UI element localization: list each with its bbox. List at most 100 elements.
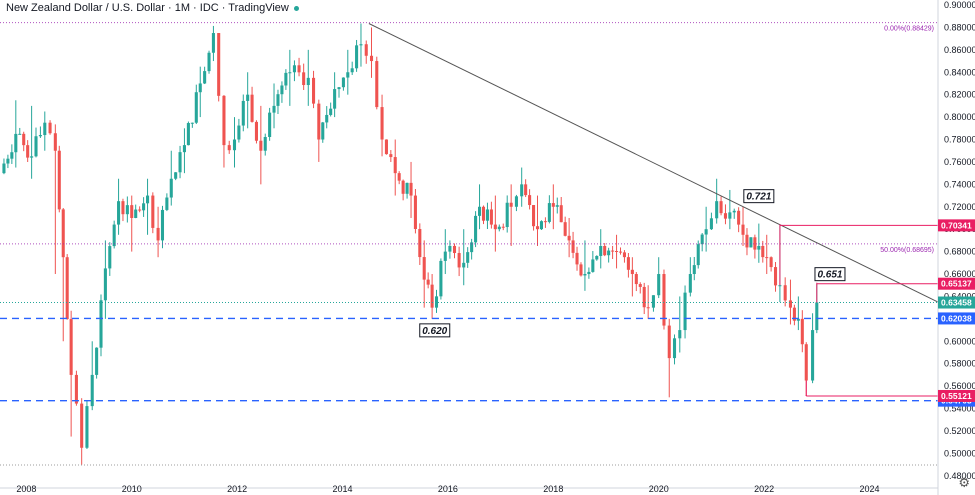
candle-body[interactable] — [10, 152, 14, 159]
candle-body[interactable] — [563, 222, 567, 236]
candle-body[interactable] — [306, 77, 310, 86]
candle-body[interactable] — [364, 44, 368, 56]
candle-body[interactable] — [74, 374, 78, 404]
candle-body[interactable] — [146, 195, 150, 204]
candle-body[interactable] — [18, 133, 22, 135]
candle-body[interactable] — [43, 122, 47, 136]
candle-body[interactable] — [575, 252, 579, 265]
candle-body[interactable] — [380, 107, 384, 140]
candle-body[interactable] — [579, 264, 583, 276]
candle-body[interactable] — [160, 209, 165, 241]
candle-body[interactable] — [603, 246, 607, 256]
candle-body[interactable] — [800, 318, 804, 345]
candle-body[interactable] — [333, 89, 337, 109]
candle-body[interactable] — [186, 123, 190, 146]
candle-body[interactable] — [478, 206, 482, 216]
candle-body[interactable] — [615, 251, 619, 253]
candle-body[interactable] — [547, 203, 551, 222]
candle-body[interactable] — [69, 319, 73, 375]
candle-body[interactable] — [108, 246, 112, 269]
candle-body[interactable] — [422, 257, 426, 280]
candle-body[interactable] — [678, 330, 682, 339]
candle-body[interactable] — [254, 121, 258, 141]
candle-body[interactable] — [317, 103, 321, 140]
candle-body[interactable] — [466, 252, 470, 263]
candle-body[interactable] — [626, 257, 630, 270]
candle-body[interactable] — [401, 180, 405, 194]
candle-body[interactable] — [757, 246, 761, 250]
candle-body[interactable] — [95, 347, 99, 375]
candle-body[interactable] — [53, 133, 57, 151]
candle-body[interactable] — [65, 257, 69, 320]
candle-body[interactable] — [543, 221, 547, 223]
candle-body[interactable] — [237, 125, 241, 140]
candle-body[interactable] — [704, 229, 708, 235]
candle-body[interactable] — [276, 94, 280, 106]
plot-area[interactable] — [2, 23, 819, 465]
candle-body[interactable] — [112, 224, 116, 247]
candle-body[interactable] — [384, 139, 388, 155]
candle-body[interactable] — [514, 196, 518, 207]
candle-body[interactable] — [397, 173, 401, 181]
candle-body[interactable] — [284, 72, 288, 86]
candle-body[interactable] — [174, 172, 178, 179]
candle-body[interactable] — [222, 95, 226, 146]
candle-body[interactable] — [2, 163, 6, 174]
candle-body[interactable] — [783, 285, 787, 301]
candle-body[interactable] — [481, 206, 486, 221]
candle-body[interactable] — [505, 202, 509, 228]
candle-body[interactable] — [26, 145, 30, 158]
candle-body[interactable] — [434, 296, 439, 308]
candle-body[interactable] — [741, 224, 745, 235]
candle-body[interactable] — [501, 226, 505, 228]
candle-body[interactable] — [341, 77, 345, 88]
candle-body[interactable] — [583, 274, 587, 276]
candle-body[interactable] — [190, 122, 194, 124]
candle-body[interactable] — [630, 269, 634, 275]
candle-body[interactable] — [268, 112, 272, 137]
candle-body[interactable] — [207, 52, 211, 72]
candle-body[interactable] — [457, 253, 461, 268]
candle-body[interactable] — [692, 265, 696, 275]
candle-body[interactable] — [337, 87, 341, 90]
candle-body[interactable] — [688, 274, 692, 293]
candle-body[interactable] — [203, 71, 207, 84]
candle-body[interactable] — [539, 221, 543, 230]
candle-body[interactable] — [749, 237, 753, 248]
candle-body[interactable] — [194, 92, 198, 123]
candle-body[interactable] — [134, 209, 138, 218]
candle-body[interactable] — [321, 122, 325, 140]
candle-body[interactable] — [792, 307, 796, 321]
candle-body[interactable] — [719, 201, 723, 214]
candle-body[interactable] — [169, 178, 173, 198]
candle-body[interactable] — [85, 406, 89, 448]
candle-body[interactable] — [555, 205, 559, 207]
candle-body[interactable] — [125, 205, 129, 215]
candle-body[interactable] — [34, 136, 38, 157]
candle-body[interactable] — [413, 195, 417, 229]
candle-body[interactable] — [142, 203, 146, 211]
candle-body[interactable] — [302, 72, 306, 86]
candle-body[interactable] — [22, 133, 26, 146]
candle-body[interactable] — [485, 209, 489, 221]
candle-body[interactable] — [178, 152, 182, 173]
candle-body[interactable] — [796, 318, 800, 321]
candle-body[interactable] — [227, 145, 231, 151]
candle-body[interactable] — [452, 245, 457, 254]
candle-body[interactable] — [509, 202, 513, 207]
candle-body[interactable] — [657, 274, 661, 296]
candle-body[interactable] — [709, 218, 713, 230]
candle-body[interactable] — [737, 210, 741, 225]
candle-body[interactable] — [90, 374, 94, 407]
candle-body[interactable] — [815, 302, 819, 331]
candle-body[interactable] — [753, 237, 757, 250]
candle-body[interactable] — [61, 209, 65, 258]
candle-body[interactable] — [182, 145, 186, 153]
candle-body[interactable] — [788, 300, 792, 308]
candle-body[interactable] — [430, 284, 434, 308]
candle-body[interactable] — [312, 77, 316, 104]
candle-body[interactable] — [272, 105, 276, 113]
candle-body[interactable] — [439, 260, 443, 297]
candle-body[interactable] — [646, 307, 650, 309]
